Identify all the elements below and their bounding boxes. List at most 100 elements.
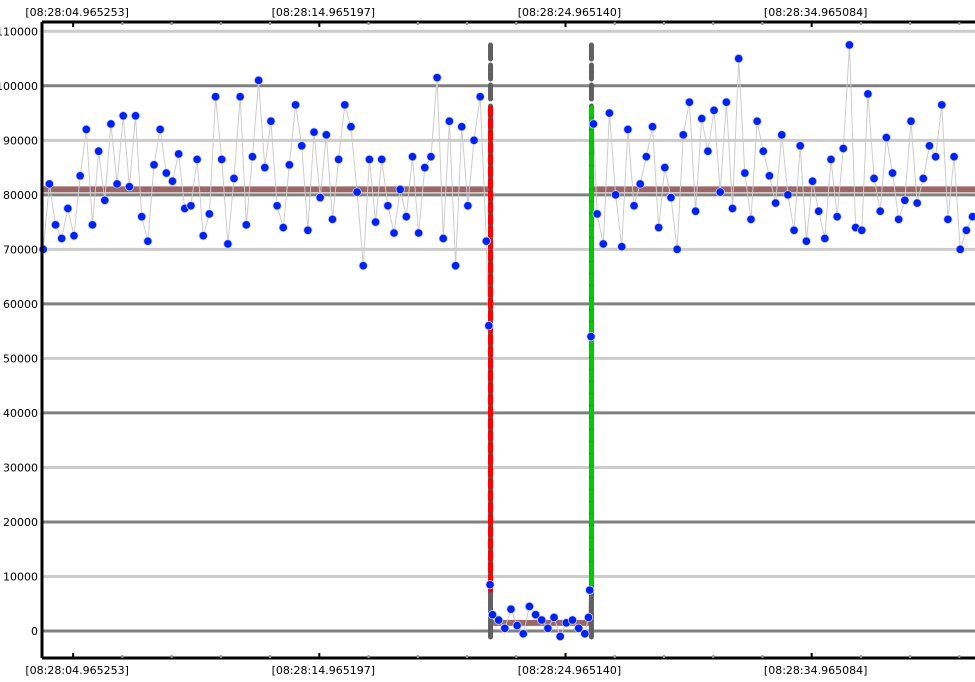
data-point (543, 623, 553, 633)
data-point (260, 162, 270, 173)
data-point (623, 124, 633, 135)
data-point (795, 141, 805, 151)
data-point (457, 122, 467, 132)
data-point (44, 179, 54, 189)
data-point (746, 214, 756, 224)
data-point (401, 212, 411, 222)
data-point (284, 160, 295, 170)
data-point (186, 201, 196, 211)
data-point (789, 225, 799, 235)
data-point (124, 182, 134, 192)
data-point (414, 228, 424, 238)
data-point (57, 233, 67, 244)
data-point (161, 168, 171, 178)
y-tick-label: 90000 (3, 134, 38, 147)
data-point (783, 190, 793, 200)
data-point (229, 173, 239, 184)
data-point (444, 116, 455, 126)
data-point (81, 124, 91, 135)
data-point (512, 620, 522, 631)
x-tick-label-top: [08:28:04.965253] (25, 6, 128, 19)
data-point (549, 612, 559, 622)
data-point (432, 73, 442, 83)
y-tick-label: 80000 (3, 189, 38, 202)
y-tick-label: 100000 (0, 80, 38, 93)
data-point (50, 220, 61, 230)
data-point (155, 124, 165, 135)
data-point (814, 206, 824, 216)
data-point (666, 192, 676, 203)
data-point (697, 113, 707, 124)
data-point (346, 122, 356, 132)
segment-mean-lines (42, 186, 975, 626)
data-point (278, 222, 288, 233)
data-point (567, 615, 578, 625)
data-point (69, 231, 79, 241)
y-tick-label: 10000 (3, 570, 38, 583)
point-connectors (42, 44, 973, 638)
data-point (290, 100, 301, 110)
data-point (198, 231, 208, 241)
data-point (303, 225, 313, 235)
data-point (87, 220, 98, 230)
data-point (758, 146, 768, 156)
data-point (740, 168, 750, 178)
data-point (106, 119, 116, 129)
data-points (38, 40, 975, 642)
data-point (247, 152, 258, 162)
x-tick-label-top: [08:28:34.965084] (764, 6, 867, 19)
data-point (635, 179, 645, 189)
data-point (210, 92, 221, 102)
data-point (588, 119, 599, 129)
data-point (586, 331, 596, 342)
data-point (266, 116, 276, 126)
data-point (906, 116, 916, 126)
data-point (580, 629, 590, 639)
data-point (137, 212, 147, 222)
data-point (832, 212, 842, 222)
data-point (955, 244, 965, 254)
data-point (875, 206, 885, 216)
data-point (463, 201, 473, 211)
data-point (327, 214, 338, 224)
data-point (826, 154, 836, 164)
axes: 0 10000 20000 30000 40000 50000 60000 70000 8000… (0, 6, 975, 677)
data-point (844, 40, 855, 50)
data-point (469, 135, 479, 145)
data-point (340, 100, 350, 110)
x-tick-label-bottom: [08:28:14.965197] (272, 664, 375, 677)
data-point (112, 179, 122, 189)
data-point (770, 198, 781, 208)
data-point (487, 610, 498, 620)
data-point (598, 239, 608, 249)
data-point (678, 130, 688, 140)
data-point (585, 585, 595, 595)
data-point (727, 203, 738, 214)
data-point (217, 154, 227, 164)
data-point (647, 122, 658, 132)
data-point (272, 201, 282, 211)
data-point (721, 97, 731, 107)
data-point (518, 629, 528, 639)
data-point (777, 130, 787, 140)
data-point (420, 162, 430, 173)
data-point (475, 92, 485, 102)
data-point (174, 149, 184, 159)
data-point (629, 201, 639, 211)
data-point (912, 198, 922, 208)
data-point (857, 225, 867, 235)
data-point (315, 192, 325, 203)
y-tick-label: 50000 (3, 352, 38, 365)
data-point (494, 615, 504, 625)
data-point (838, 143, 848, 154)
data-point (485, 580, 495, 590)
data-point (370, 217, 381, 227)
data-point (715, 187, 725, 197)
x-tick-label-bottom: [08:28:24.965140] (518, 664, 621, 677)
data-point (918, 173, 928, 184)
data-point (149, 160, 159, 170)
data-point (506, 604, 516, 614)
data-point (610, 190, 621, 200)
data-point (143, 236, 153, 246)
data-point (364, 154, 375, 164)
